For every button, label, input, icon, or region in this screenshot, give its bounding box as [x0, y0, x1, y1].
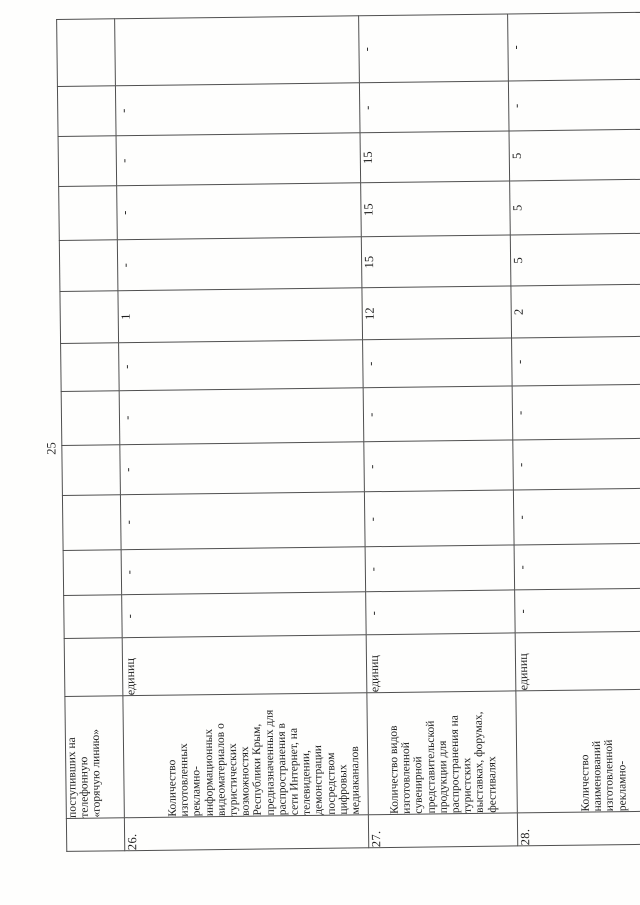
value-cell: -	[363, 439, 514, 492]
value-cell	[63, 594, 123, 639]
value-cell: -	[514, 542, 640, 590]
value-cell: -	[513, 487, 640, 545]
value-cell: -	[365, 589, 516, 635]
value-cell: -	[119, 441, 365, 495]
indicator-name-cell: Количество видов изготовленной сувенирно…	[366, 690, 518, 815]
value-cell: -	[508, 78, 640, 131]
value-cell	[61, 444, 121, 496]
value-cell	[62, 494, 122, 551]
value-cell: -	[121, 591, 367, 638]
value-cell: -	[120, 491, 366, 550]
row-number-cell: 27.	[368, 812, 518, 848]
value-cell	[58, 185, 118, 241]
value-cell: -	[514, 587, 640, 633]
value-cell	[57, 85, 117, 137]
value-cell: -	[512, 437, 640, 490]
table-row-28: 28. Количество наименований изготовленно…	[507, 11, 640, 846]
value-cell: 12	[361, 285, 512, 340]
value-cell	[114, 15, 360, 86]
value-cell: -	[362, 337, 513, 388]
table-row-continued: поступивших на телефонную «горячую линию…	[56, 18, 125, 852]
value-cell: -	[359, 80, 510, 133]
row-number-cell: 28.	[517, 810, 640, 846]
value-cell	[59, 239, 118, 292]
value-cell: -	[365, 544, 515, 592]
value-cell: -	[507, 11, 640, 81]
table-row-26: 26. Количество изготовленных рекламно- и…	[114, 15, 369, 851]
value-cell	[60, 342, 120, 392]
value-cell: 2	[510, 283, 640, 338]
table-row-27: 27. Количество видов изготовленной сувен…	[358, 13, 518, 848]
rotated-table-container: поступивших на телефонную «горячую линию…	[56, 6, 640, 858]
value-cell: -	[116, 182, 362, 240]
unit-cell: единиц	[122, 634, 367, 696]
value-cell: -	[358, 13, 509, 83]
value-cell: 5	[509, 178, 640, 235]
value-cell: -	[363, 385, 513, 442]
row-number-cell: 26.	[124, 814, 369, 851]
value-cell: 5	[510, 232, 640, 286]
value-cell: -	[121, 546, 366, 595]
value-cell: 15	[361, 234, 511, 288]
value-cell: 5	[509, 128, 640, 181]
indicator-name-cell: поступивших на телефонную «горячую линию…	[64, 695, 125, 819]
value-cell: -	[117, 236, 362, 291]
row-number-cell	[66, 817, 125, 852]
indicator-name-cell: Количество наименований изготовленной ре…	[515, 688, 640, 813]
value-cell	[56, 18, 116, 87]
indicator-name-cell: Количество изготовленных рекламно- инфор…	[122, 692, 369, 818]
value-cell	[58, 135, 117, 187]
value-cell: 1	[117, 287, 363, 343]
value-cell: -	[511, 335, 640, 386]
unit-cell: единиц	[366, 632, 516, 693]
value-cell: -	[512, 383, 640, 440]
indicators-table: поступивших на телефонную «горячую линию…	[56, 11, 640, 852]
value-cell	[63, 549, 122, 596]
unit-cell: единиц	[515, 630, 640, 691]
unit-cell	[64, 637, 123, 697]
value-cell: 15	[360, 130, 510, 183]
value-cell: 15	[360, 180, 511, 237]
value-cell: -	[116, 132, 361, 186]
value-cell: -	[364, 489, 515, 547]
value-cell: -	[118, 339, 364, 391]
value-cell	[61, 390, 120, 446]
rotated-table-viewport: поступивших на телефонную «горячую линию…	[56, 6, 640, 858]
value-cell: -	[115, 82, 361, 136]
value-cell	[59, 290, 119, 344]
value-cell: -	[119, 387, 364, 445]
